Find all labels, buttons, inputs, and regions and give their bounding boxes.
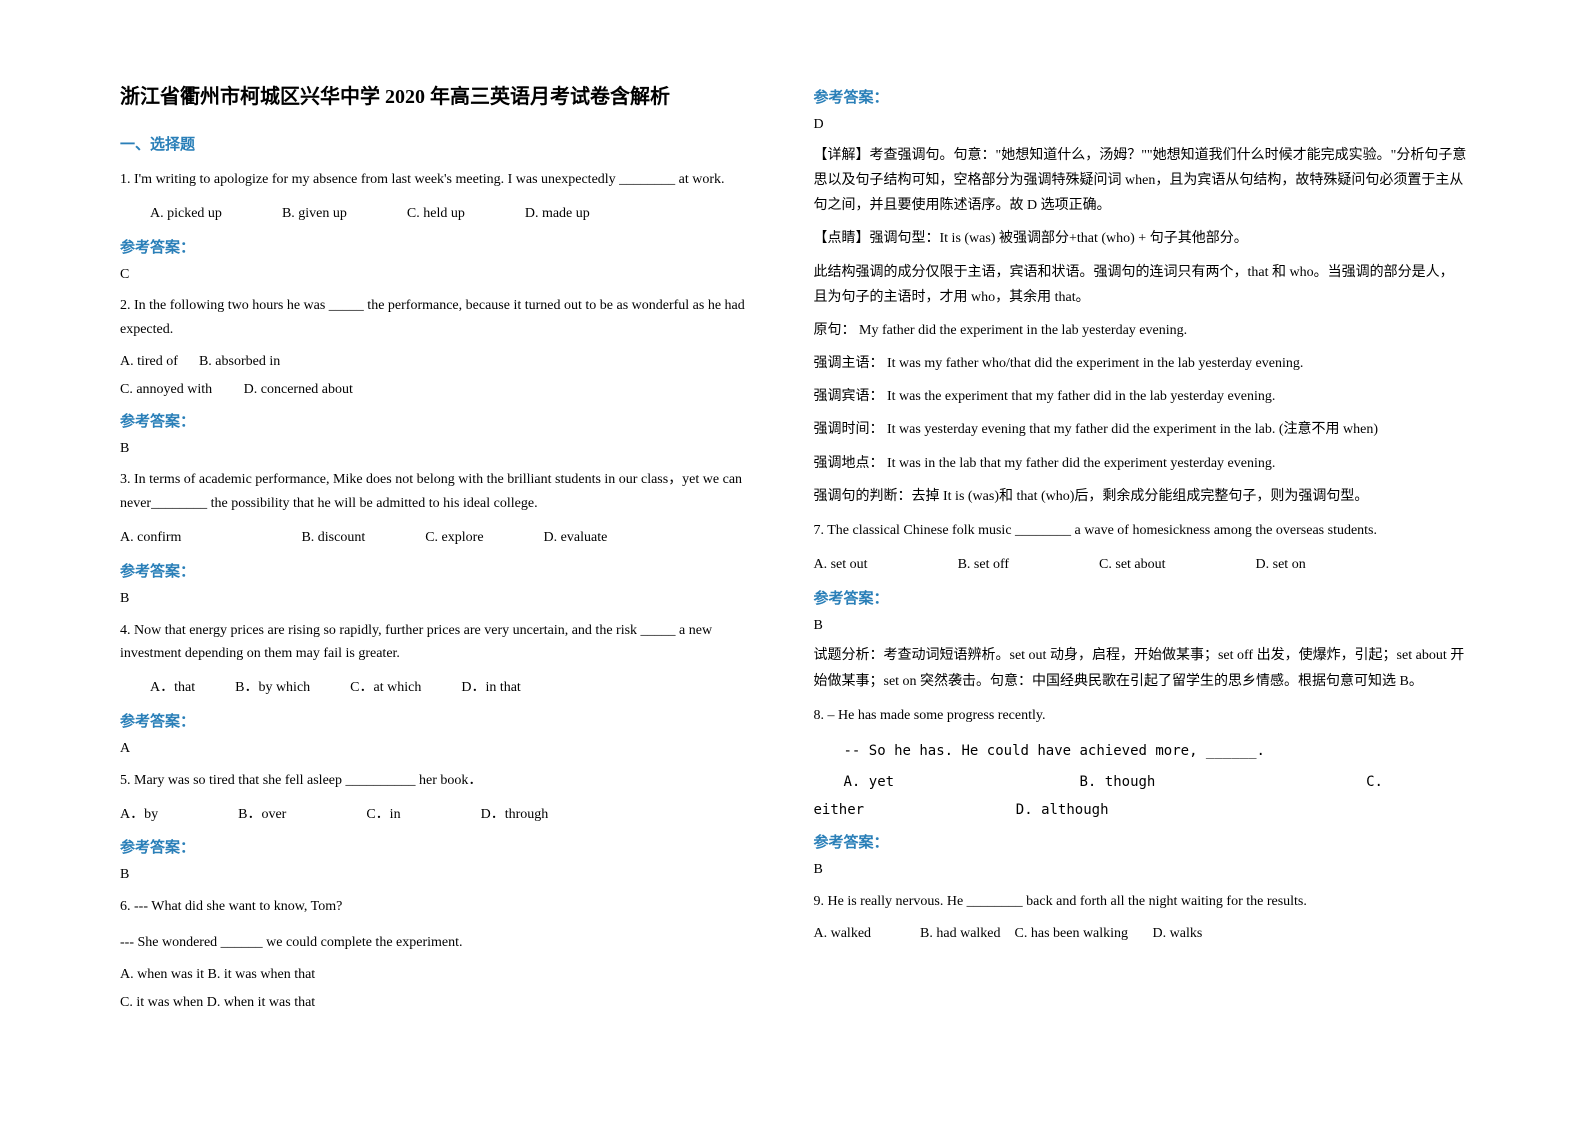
option-a: A. set out — [814, 553, 868, 577]
answer-6-explanation-6: 强调宾语： It was the experiment that my fath… — [814, 384, 1468, 409]
option-c: C．at which — [350, 676, 421, 700]
question-1-options: A. picked up B. given up C. held up D. m… — [120, 202, 774, 226]
question-6-line1: 6. --- What did she want to know, Tom? — [120, 895, 774, 919]
answer-4: A — [120, 737, 774, 761]
option-c: C. explore — [425, 526, 483, 550]
question-6-line2: --- She wondered ______ we could complet… — [120, 931, 774, 955]
answer-label: 参考答案： — [120, 410, 774, 431]
question-4-options: A．that B．by which C．at which D．in that — [120, 676, 774, 700]
document-title: 浙江省衢州市柯城区兴华中学 2020 年高三英语月考试卷含解析 — [120, 80, 774, 109]
answer-5: B — [120, 863, 774, 887]
question-2-options-ab: A. tired of B. absorbed in — [120, 350, 774, 374]
option-b: B. set off — [958, 553, 1009, 577]
answer-label: 参考答案： — [120, 710, 774, 731]
option-a: A．by — [120, 803, 158, 827]
option-c: C. held up — [407, 202, 465, 226]
question-5: 5. Mary was so tired that she fell aslee… — [120, 769, 774, 793]
question-9-options: A. walked B. had walked C. has been walk… — [814, 922, 1468, 946]
question-5-options: A．by B．over C．in D．through — [120, 803, 774, 827]
option-d: D. set on — [1256, 553, 1306, 577]
question-2: 2. In the following two hours he was ___… — [120, 294, 774, 342]
right-column: 参考答案： D 【详解】考查强调句。句意："她想知道什么，汤姆？""她想知道我们… — [794, 80, 1488, 1072]
answer-8: B — [814, 858, 1468, 882]
option-b: B. discount — [301, 526, 365, 550]
question-7: 7. The classical Chinese folk music ____… — [814, 519, 1468, 543]
question-6-options-cd: C. it was when D. when it was that — [120, 991, 774, 1015]
option-c: C. set about — [1099, 553, 1166, 577]
answer-6-explanation-9: 强调句的判断：去掉 It is (was)和 that (who)后，剩余成分能… — [814, 484, 1468, 509]
question-8-options-abc: A. yet B. though C. — [814, 771, 1468, 795]
answer-label: 参考答案： — [814, 587, 1468, 608]
answer-2: B — [120, 437, 774, 461]
answer-6-explanation-2: 【点睛】强调句型：It is (was) 被强调部分+that (who) + … — [814, 226, 1468, 251]
option-d: D．in that — [461, 676, 521, 700]
answer-6-explanation-4: 原句： My father did the experiment in the … — [814, 318, 1468, 343]
question-7-options: A. set out B. set off C. set about D. se… — [814, 553, 1468, 577]
question-8-line2: -- So he has. He could have achieved mor… — [814, 740, 1468, 764]
option-c: C. annoyed with — [120, 382, 212, 397]
answer-1: C — [120, 263, 774, 287]
answer-label: 参考答案： — [814, 831, 1468, 852]
answer-6-explanation-1: 【详解】考查强调句。句意："她想知道什么，汤姆？""她想知道我们什么时候才能完成… — [814, 143, 1468, 219]
question-8-line1: 8. – He has made some progress recently. — [814, 704, 1468, 728]
question-4: 4. Now that energy prices are rising so … — [120, 619, 774, 667]
option-d: D. made up — [525, 202, 590, 226]
option-b: B．by which — [235, 676, 310, 700]
question-9: 9. He is really nervous. He ________ bac… — [814, 890, 1468, 914]
answer-6-explanation-8: 强调地点： It was in the lab that my father d… — [814, 451, 1468, 476]
answer-label: 参考答案： — [120, 560, 774, 581]
option-d: D. concerned about — [244, 382, 353, 397]
option-b: B. given up — [282, 202, 347, 226]
question-1: 1. I'm writing to apologize for my absen… — [120, 168, 774, 192]
option-d: D．through — [481, 803, 549, 827]
answer-6-explanation-7: 强调时间： It was yesterday evening that my f… — [814, 417, 1468, 442]
answer-label: 参考答案： — [120, 836, 774, 857]
answer-6-explanation-5: 强调主语： It was my father who/that did the … — [814, 351, 1468, 376]
option-a: A. confirm — [120, 526, 181, 550]
answer-6-explanation-3: 此结构强调的成分仅限于主语，宾语和状语。强调句的连词只有两个，that 和 wh… — [814, 260, 1468, 310]
question-3: 3. In terms of academic performance, Mik… — [120, 468, 774, 516]
answer-3: B — [120, 587, 774, 611]
option-b: B. absorbed in — [199, 354, 280, 369]
question-8-options-d: either D. although — [814, 799, 1468, 823]
question-2-options-cd: C. annoyed with D. concerned about — [120, 378, 774, 402]
option-c: C．in — [366, 803, 400, 827]
question-3-options: A. confirm B. discount C. explore D. eva… — [120, 526, 774, 550]
option-b: B．over — [238, 803, 286, 827]
answer-7: B — [814, 614, 1468, 638]
option-a: A. picked up — [150, 202, 222, 226]
answer-label: 参考答案： — [120, 236, 774, 257]
option-d: D. evaluate — [544, 526, 608, 550]
section-header: 一、选择题 — [120, 133, 774, 154]
option-a: A．that — [150, 676, 195, 700]
left-column: 浙江省衢州市柯城区兴华中学 2020 年高三英语月考试卷含解析 一、选择题 1.… — [100, 80, 794, 1072]
option-a: A. tired of — [120, 354, 178, 369]
answer-label: 参考答案： — [814, 86, 1468, 107]
question-6-options-ab: A. when was it B. it was when that — [120, 963, 774, 987]
answer-6: D — [814, 113, 1468, 137]
answer-7-explanation: 试题分析：考查动词短语辨析。set out 动身，启程，开始做某事；set of… — [814, 643, 1468, 693]
